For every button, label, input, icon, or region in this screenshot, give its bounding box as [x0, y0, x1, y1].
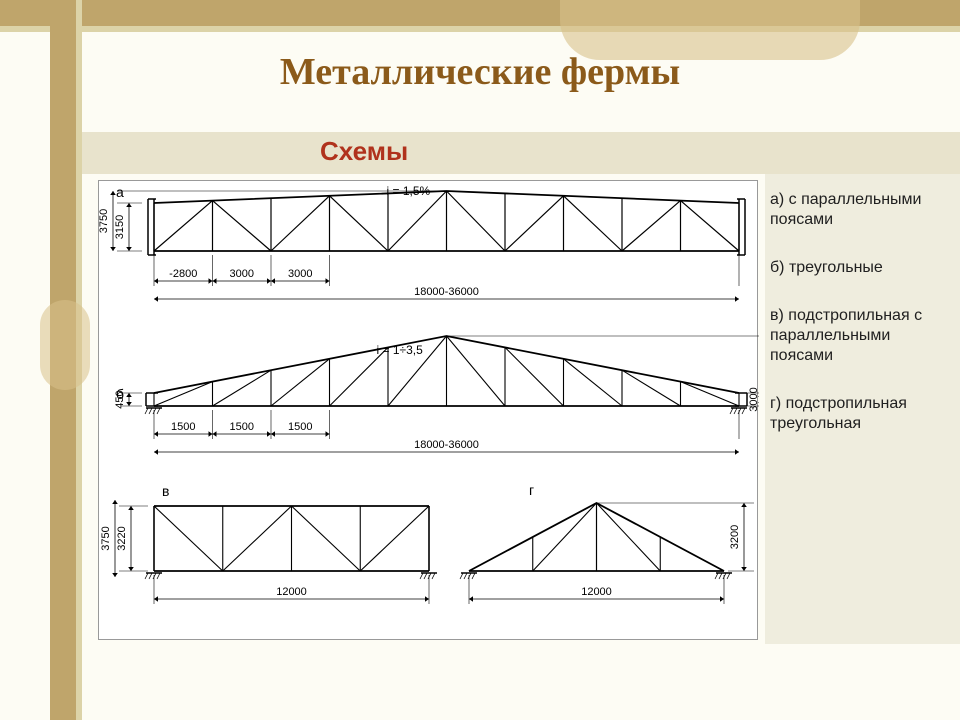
legend-a: а) с параллельными поясами	[770, 190, 955, 230]
svg-text:18000-36000: 18000-36000	[414, 286, 479, 298]
page-title: Металлические фермы	[0, 50, 960, 94]
svg-text:450: 450	[114, 390, 126, 408]
svg-text:3750: 3750	[99, 209, 110, 233]
legend-b: б) треугольные	[770, 258, 955, 278]
svg-text:3220: 3220	[116, 526, 128, 550]
legend: а) с параллельными поясами б) треугольны…	[770, 190, 955, 462]
svg-text:12000: 12000	[581, 586, 612, 598]
svg-text:1500: 1500	[288, 421, 312, 433]
svg-text:1500: 1500	[230, 421, 254, 433]
legend-g: г) подстропильная треугольная	[770, 394, 955, 434]
svg-text:3000: 3000	[288, 268, 312, 280]
svg-text:i = 1÷3,5: i = 1÷3,5	[377, 343, 424, 357]
svg-text:в: в	[162, 483, 169, 499]
svg-text:3000: 3000	[748, 387, 759, 411]
svg-text:3150: 3150	[114, 215, 126, 239]
svg-text:а: а	[116, 184, 124, 200]
svg-text:18000-36000: 18000-36000	[414, 439, 479, 451]
svg-text:-2800: -2800	[169, 268, 197, 280]
svg-text:1500: 1500	[171, 421, 195, 433]
left-accent	[40, 300, 90, 390]
svg-text:3200: 3200	[729, 525, 741, 549]
svg-text:3750: 3750	[100, 526, 112, 550]
svg-text:12000: 12000	[276, 586, 307, 598]
legend-v: в) подстропильная с параллельными поясам…	[770, 306, 955, 366]
mid-band	[82, 132, 960, 174]
diagram-panel: аi = 1,5%31503750-28003000300018000-3600…	[98, 180, 758, 640]
subtitle: Схемы	[320, 136, 408, 167]
svg-text:г: г	[529, 482, 534, 498]
svg-text:3000: 3000	[230, 268, 254, 280]
truss-diagrams: аi = 1,5%31503750-28003000300018000-3600…	[99, 181, 759, 641]
